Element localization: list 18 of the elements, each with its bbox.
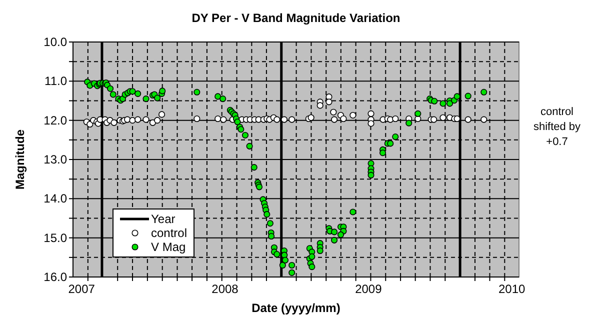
y-tick-label: 13.0 bbox=[44, 152, 68, 166]
y-tick-label: 15.0 bbox=[44, 230, 68, 245]
legend-label: Year bbox=[151, 212, 176, 226]
y-tick-label: 11.0 bbox=[44, 74, 68, 88]
y-axis-title: Magnitude bbox=[13, 129, 27, 190]
y-tick-label: 10.0 bbox=[44, 35, 68, 49]
y-tick-label: 16.0 bbox=[44, 270, 68, 284]
y-tick-label: 14.0 bbox=[44, 192, 68, 206]
legend-label: V Mag bbox=[151, 240, 186, 254]
x-tick-label: 2009 bbox=[355, 282, 382, 296]
x-tick-label: 2010 bbox=[498, 282, 526, 296]
x-tick-label: 2008 bbox=[212, 282, 239, 296]
x-axis-title: Date (yyyy/mm) bbox=[252, 301, 340, 315]
y-tick-label: 12.0 bbox=[44, 113, 68, 128]
text: control shifted by +0.7 bbox=[533, 106, 582, 148]
x-tick-label: 2007 bbox=[68, 282, 96, 296]
legend-label: control bbox=[151, 226, 188, 240]
chart-title: DY Per - V Band Magnitude Variation bbox=[192, 11, 400, 25]
